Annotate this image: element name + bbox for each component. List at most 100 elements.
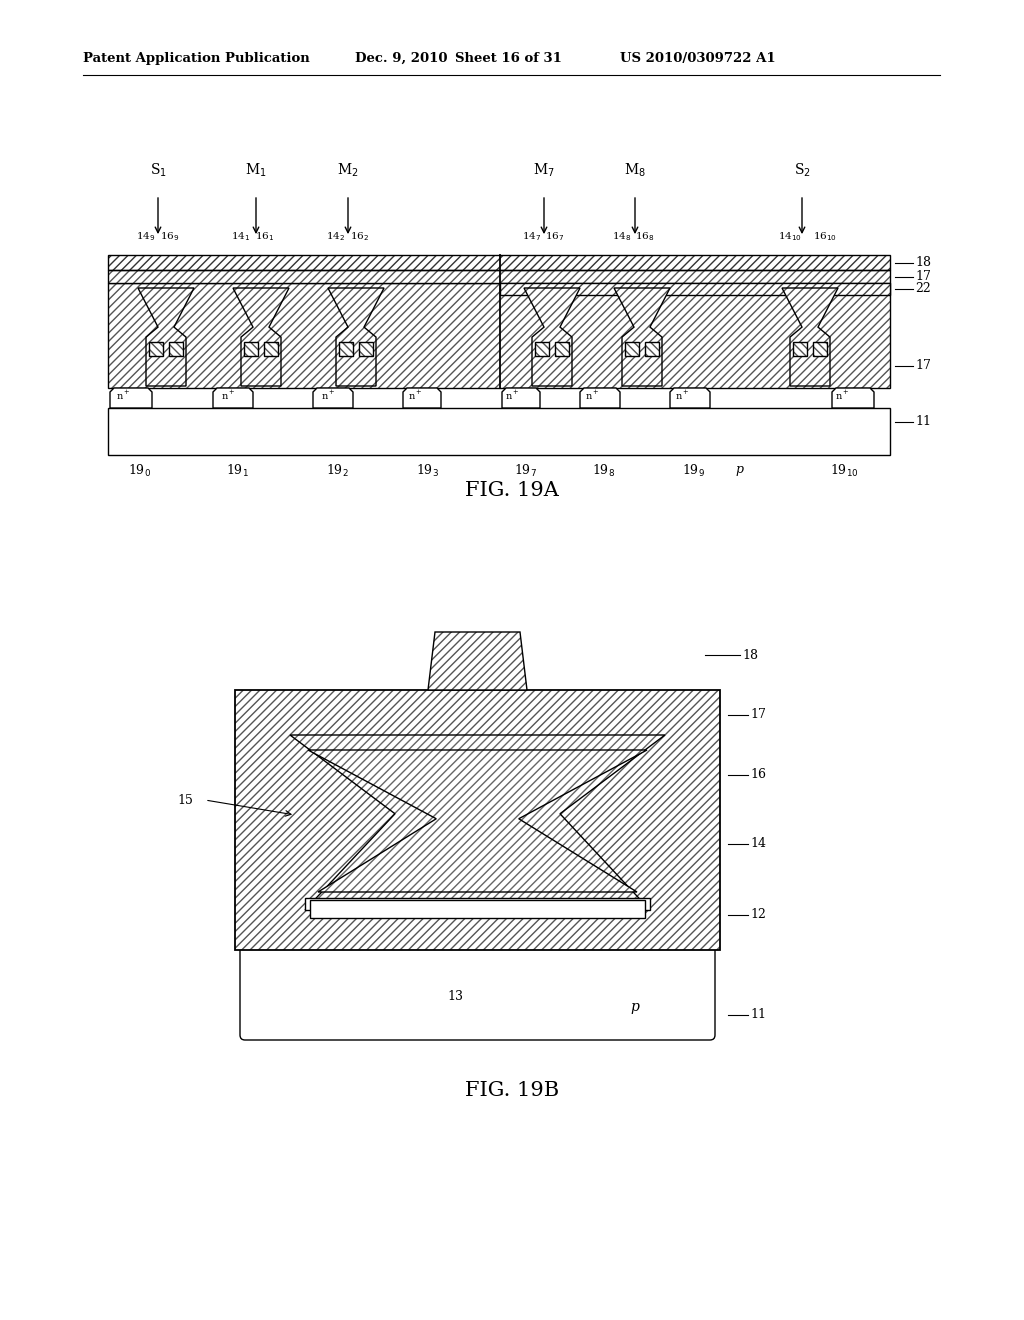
- Bar: [234, 690, 720, 950]
- Text: 18: 18: [742, 648, 758, 661]
- Text: 14$_2$: 14$_2$: [327, 230, 345, 243]
- Text: 19$_2$: 19$_2$: [326, 463, 348, 479]
- Text: 19$_0$: 19$_0$: [128, 463, 151, 479]
- Text: S$_1$: S$_1$: [150, 161, 167, 180]
- Text: n$^+$: n$^+$: [675, 389, 689, 403]
- Text: 19$_7$: 19$_7$: [514, 463, 537, 479]
- Text: p: p: [735, 463, 743, 477]
- Bar: [150, 342, 163, 356]
- Text: 19$_1$: 19$_1$: [226, 463, 249, 479]
- Bar: [645, 342, 659, 356]
- Text: n$^+$: n$^+$: [116, 389, 130, 403]
- Bar: [108, 255, 890, 271]
- Text: Dec. 9, 2010: Dec. 9, 2010: [355, 51, 447, 65]
- Bar: [305, 898, 650, 909]
- Bar: [555, 342, 569, 356]
- Text: Sheet 16 of 31: Sheet 16 of 31: [455, 51, 562, 65]
- Bar: [359, 342, 373, 356]
- Polygon shape: [110, 388, 152, 408]
- Text: 14$_9$: 14$_9$: [136, 230, 156, 243]
- Polygon shape: [831, 388, 874, 408]
- Bar: [264, 342, 278, 356]
- Bar: [244, 342, 258, 356]
- Polygon shape: [614, 288, 670, 385]
- Text: Patent Application Publication: Patent Application Publication: [83, 51, 309, 65]
- Bar: [150, 342, 163, 356]
- Bar: [264, 342, 278, 356]
- Text: n$^+$: n$^+$: [408, 389, 423, 403]
- Polygon shape: [308, 750, 647, 892]
- Polygon shape: [213, 388, 253, 408]
- Text: p: p: [630, 999, 639, 1014]
- Text: n$^+$: n$^+$: [835, 389, 850, 403]
- Bar: [108, 282, 890, 388]
- Text: 16$_1$: 16$_1$: [255, 230, 274, 243]
- Polygon shape: [502, 388, 540, 408]
- Text: FIG. 19B: FIG. 19B: [465, 1081, 559, 1100]
- Bar: [108, 282, 890, 388]
- Text: 19$_3$: 19$_3$: [416, 463, 439, 479]
- Text: S$_2$: S$_2$: [794, 161, 810, 180]
- Text: n$^+$: n$^+$: [221, 389, 236, 403]
- Text: 22: 22: [915, 282, 931, 296]
- Text: 13: 13: [447, 990, 464, 1003]
- Text: 19$_9$: 19$_9$: [682, 463, 705, 479]
- Bar: [244, 342, 258, 356]
- Text: 17: 17: [915, 271, 931, 282]
- Text: 14$_1$: 14$_1$: [231, 230, 251, 243]
- Bar: [108, 271, 890, 282]
- Text: 14$_{10}$: 14$_{10}$: [778, 230, 802, 243]
- Text: 16$_{10}$: 16$_{10}$: [813, 230, 837, 243]
- Bar: [108, 271, 890, 282]
- Polygon shape: [670, 388, 710, 408]
- Text: n$^+$: n$^+$: [585, 389, 600, 403]
- Bar: [234, 690, 720, 950]
- Text: M$_1$: M$_1$: [245, 161, 267, 180]
- Bar: [108, 408, 890, 455]
- Text: M$_7$: M$_7$: [534, 161, 555, 180]
- Polygon shape: [138, 288, 194, 385]
- Text: 12: 12: [750, 908, 766, 921]
- Text: 14$_8$: 14$_8$: [612, 230, 632, 243]
- Bar: [645, 342, 659, 356]
- Bar: [108, 255, 890, 271]
- Text: 19$_{10}$: 19$_{10}$: [830, 463, 858, 479]
- Polygon shape: [290, 735, 665, 909]
- Polygon shape: [580, 388, 620, 408]
- Text: 16$_8$: 16$_8$: [635, 230, 654, 243]
- Bar: [339, 342, 353, 356]
- Text: 16: 16: [750, 768, 766, 781]
- Polygon shape: [328, 288, 384, 385]
- Polygon shape: [233, 288, 289, 385]
- Polygon shape: [428, 632, 527, 690]
- Bar: [535, 342, 549, 356]
- Text: 17: 17: [750, 709, 766, 722]
- Text: 18: 18: [915, 256, 931, 269]
- Bar: [813, 342, 827, 356]
- Bar: [793, 342, 807, 356]
- Polygon shape: [313, 388, 353, 408]
- FancyBboxPatch shape: [240, 935, 715, 1040]
- Text: 16$_7$: 16$_7$: [546, 230, 564, 243]
- Text: 17: 17: [915, 359, 931, 372]
- Text: 11: 11: [915, 414, 931, 428]
- Bar: [535, 342, 549, 356]
- Bar: [500, 282, 890, 294]
- Text: 16$_2$: 16$_2$: [350, 230, 370, 243]
- Bar: [813, 342, 827, 356]
- Bar: [500, 282, 890, 294]
- Bar: [555, 342, 569, 356]
- Text: M$_8$: M$_8$: [624, 161, 646, 180]
- Bar: [625, 342, 639, 356]
- Bar: [793, 342, 807, 356]
- Polygon shape: [782, 288, 838, 385]
- Text: n$^+$: n$^+$: [321, 389, 336, 403]
- Text: 14: 14: [750, 837, 766, 850]
- Text: 16$_9$: 16$_9$: [161, 230, 180, 243]
- Polygon shape: [403, 388, 441, 408]
- Bar: [169, 342, 183, 356]
- Bar: [169, 342, 183, 356]
- Text: 14$_7$: 14$_7$: [522, 230, 542, 243]
- Text: M$_2$: M$_2$: [337, 161, 358, 180]
- Text: US 2010/0309722 A1: US 2010/0309722 A1: [620, 51, 775, 65]
